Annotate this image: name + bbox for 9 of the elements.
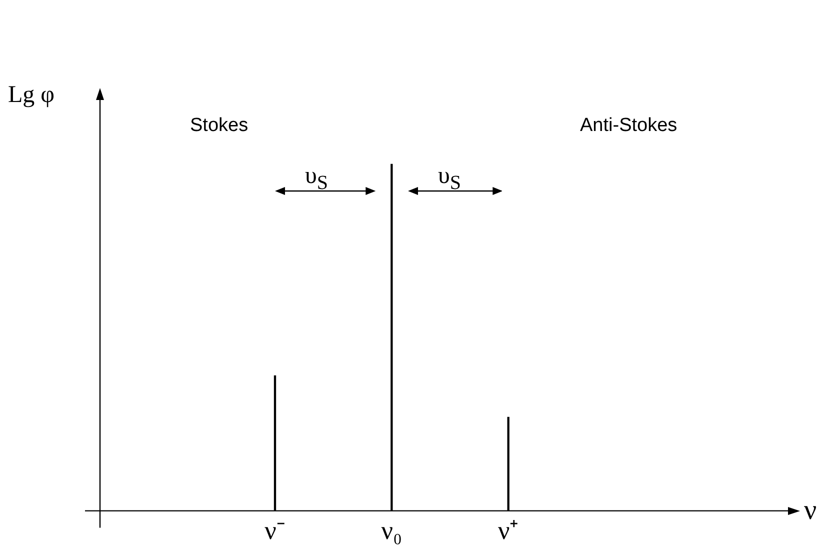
text: Anti-Stokes [580, 115, 678, 137]
annotation: υ$_{S}$ [305, 163, 328, 195]
x-axis-title: ν [804, 494, 817, 527]
x-tick-label: ν⁻ [264, 516, 286, 546]
y-axis-title: Lg φ [8, 82, 55, 109]
text: Stokes [190, 115, 248, 137]
x-tick-label: ν₀ [381, 516, 402, 546]
annotation: υ$_{S}$ [438, 163, 462, 195]
x-tick-label: ν⁺ [498, 516, 519, 546]
